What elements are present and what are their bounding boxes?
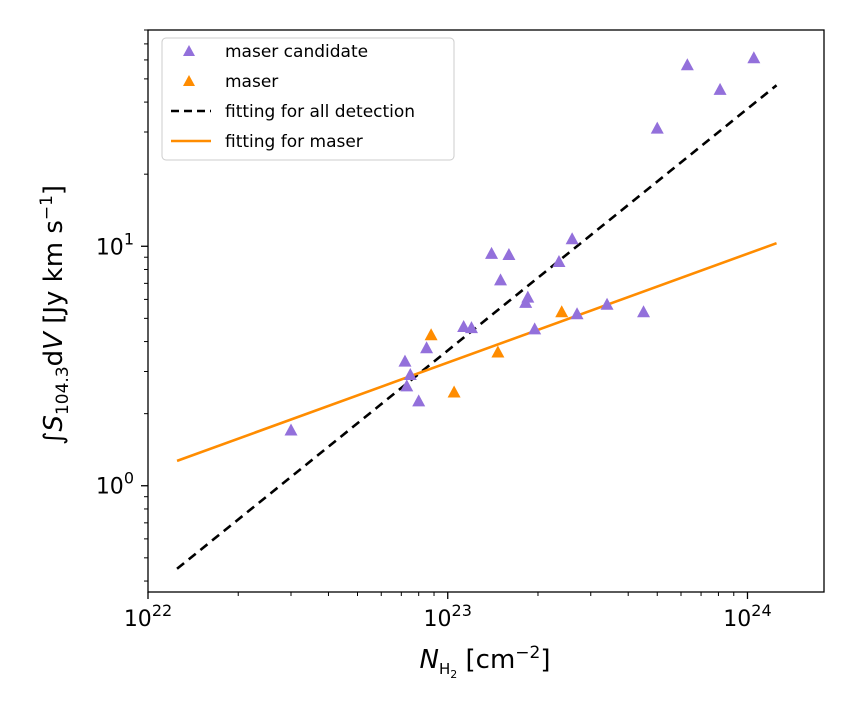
maser-candidate-point [565,232,579,245]
maser-candidate-point [650,121,664,134]
maser-candidate-point [600,297,614,310]
maser-candidate-point [494,273,508,286]
maser-candidate-point [528,322,542,335]
x-tick-label: 1023 [424,601,472,632]
maser-candidate-point [485,246,499,259]
maser-candidate-point [284,423,298,436]
maser-candidate-point [412,394,426,407]
maser-candidate-point [713,82,727,95]
legend-marker-maser-candidate [183,45,195,56]
maser-point [491,345,505,358]
maser-point [555,305,569,318]
x-axis-label: NH2 [cm−2] [420,643,551,681]
maser-candidate-point [420,341,434,354]
maser-candidate-point [398,354,412,367]
fit-line-maser [176,241,777,463]
legend-box [161,37,455,161]
axes-border [147,29,825,593]
x-tick-label: 1022 [124,601,172,632]
maser-candidate-point [552,254,566,267]
maser-candidate-point [457,320,471,333]
y-axis-label: ∫S104.3dV [Jy km s−1] [37,185,73,445]
legend-label-maser-candidate: maser candidate [225,42,368,62]
maser-candidate-point [464,321,478,334]
axes-frame [147,29,825,593]
legend-label-maser: maser [225,72,278,92]
maser-point [424,328,438,341]
x-tick-label: 1024 [723,601,771,632]
maser-candidate-point [637,305,651,318]
legend-label-maser-fit: fitting for maser [225,132,363,152]
y-axis: 100 101 [96,29,148,582]
legend-label-all-detection: fitting for all detection [225,102,415,122]
maser-candidate-point [400,379,414,392]
legend: maser candidate maser fitting for all de… [161,37,455,161]
y-tick-label: 100 [96,469,134,500]
maser-point [447,385,461,398]
maser-candidate-point [403,368,417,381]
legend-marker-maser [183,75,195,86]
plot-area [176,51,778,570]
maser-candidate-point [521,290,535,303]
fit-line-all-detection [176,84,778,570]
maser-candidate-point [570,307,584,320]
y-tick-label: 101 [96,229,134,260]
maser-candidate-point [747,51,761,64]
x-axis: 1022 1023 1024 [124,592,772,632]
maser-candidate-point [502,247,516,260]
maser-candidate-point [680,58,694,71]
